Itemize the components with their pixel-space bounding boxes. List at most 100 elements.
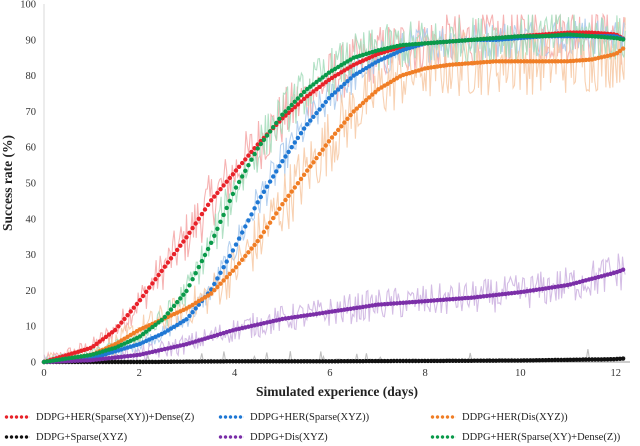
series-point <box>323 99 328 105</box>
series-point <box>401 358 406 364</box>
y-tick-label: 10 <box>26 322 37 333</box>
series-point <box>493 59 499 64</box>
series-point <box>345 359 350 364</box>
series-point <box>559 357 564 363</box>
series-point <box>518 358 524 363</box>
series-point <box>277 164 282 169</box>
series-point <box>283 359 288 364</box>
series-point <box>221 359 226 364</box>
series-point <box>261 229 267 235</box>
series-point <box>131 305 136 310</box>
series-point <box>190 359 195 364</box>
x-tick-label: 6 <box>327 368 332 379</box>
series-point <box>323 72 328 78</box>
series-point <box>286 149 291 155</box>
series-point <box>605 357 610 362</box>
legend-swatch <box>430 415 456 419</box>
series-point <box>292 105 297 110</box>
series-point <box>345 79 350 84</box>
series-point <box>509 59 514 64</box>
series-point <box>75 358 81 363</box>
series-point <box>487 358 493 363</box>
series-point <box>534 358 539 363</box>
series-point <box>246 218 251 223</box>
series-point <box>109 359 115 365</box>
series-point <box>202 207 208 212</box>
series-point <box>97 339 102 344</box>
series-point <box>122 316 127 322</box>
series-point <box>267 359 273 364</box>
x-tick-label: 2 <box>137 368 142 379</box>
series-point <box>227 271 232 277</box>
series-point <box>326 359 332 364</box>
series-point <box>202 359 208 364</box>
legend-label: DDPG+HER(Sparse(XY))+Dense(Z) <box>36 411 195 423</box>
legend-swatch <box>218 415 244 419</box>
series-point <box>218 187 223 192</box>
series-point <box>277 206 282 211</box>
smoothed-dotted-curves <box>41 30 626 365</box>
series-point <box>100 337 106 342</box>
series-point <box>559 59 564 64</box>
series-point <box>233 168 239 173</box>
series-point <box>212 288 217 293</box>
series-point <box>314 87 319 92</box>
series-point <box>549 59 555 64</box>
series-point <box>543 358 548 363</box>
series-point <box>165 311 171 316</box>
series-point <box>481 358 486 363</box>
series-point <box>286 193 291 198</box>
series-point <box>140 359 146 365</box>
series-point <box>301 172 307 177</box>
series-point <box>534 34 539 39</box>
series-point <box>301 359 307 364</box>
series-point <box>295 181 301 186</box>
series-point <box>215 276 220 281</box>
series-point <box>490 358 496 363</box>
x-tick-label: 0 <box>41 368 46 379</box>
series-point <box>196 216 201 221</box>
series-point <box>218 359 223 364</box>
legend-label: DDPG+HER(Sparse(XYZ)) <box>250 411 370 423</box>
series-point <box>137 298 143 303</box>
series-point <box>209 359 214 364</box>
series-point <box>574 357 579 362</box>
series-point <box>249 149 254 155</box>
series-point <box>196 359 201 364</box>
series-point <box>181 359 186 364</box>
series-point <box>233 242 239 247</box>
series-point <box>500 59 505 64</box>
series-point <box>360 100 366 106</box>
series-point <box>562 357 567 363</box>
legend-item-sparse-xyz: DDPG+Sparse(XYZ) <box>4 428 127 446</box>
series-point <box>181 292 186 297</box>
series-point <box>314 359 319 364</box>
series-point <box>85 358 90 363</box>
series-point <box>199 258 205 264</box>
series-point <box>593 357 598 362</box>
series-point <box>230 172 236 177</box>
series-point <box>466 358 471 363</box>
series-point <box>428 358 434 364</box>
series-point <box>586 30 592 35</box>
series-point <box>264 359 270 364</box>
series-point <box>295 96 301 101</box>
series-point <box>382 358 387 364</box>
series-point <box>271 125 276 130</box>
series-point <box>614 51 620 56</box>
series-point <box>193 359 198 364</box>
series-point <box>360 359 366 364</box>
series-point <box>212 359 217 364</box>
series-point <box>571 357 576 362</box>
series-point <box>249 157 254 162</box>
series-point <box>137 359 143 365</box>
series-point <box>385 358 390 364</box>
y-tick-label: 20 <box>26 286 37 297</box>
series-point <box>230 359 236 364</box>
series-point <box>463 358 468 363</box>
series-point <box>280 159 285 164</box>
series-point <box>438 358 443 364</box>
series-point <box>518 59 524 64</box>
series-point <box>258 194 263 200</box>
series-point <box>119 359 124 365</box>
